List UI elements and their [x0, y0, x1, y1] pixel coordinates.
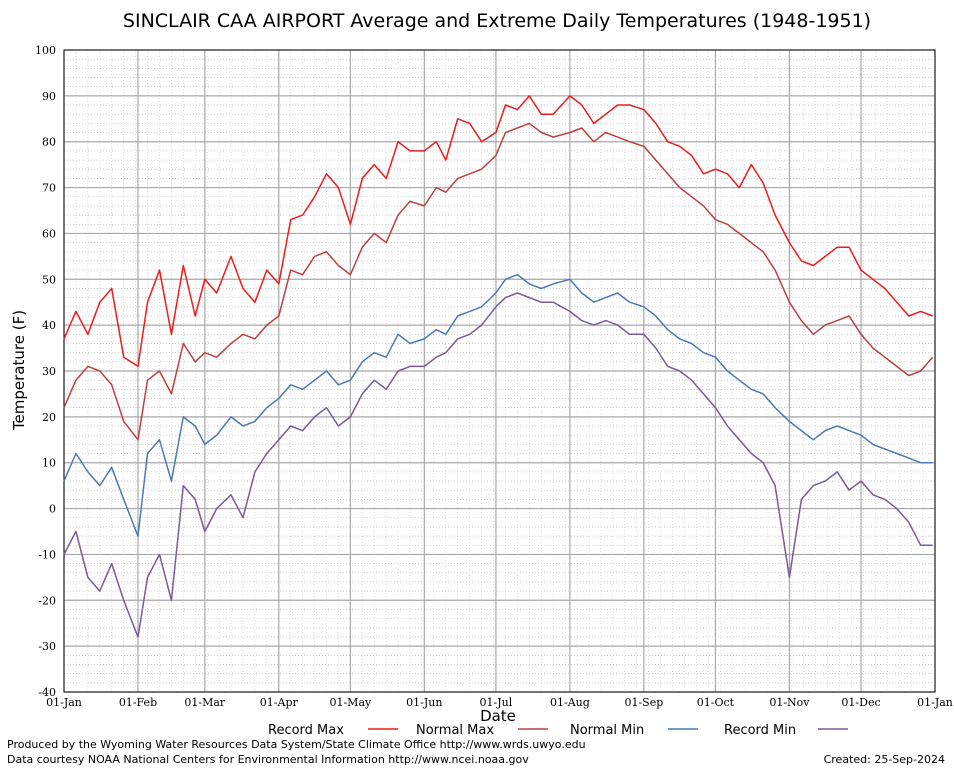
x-tick-label: 01-Jul [480, 696, 513, 709]
y-tick-label: 10 [42, 457, 56, 470]
y-tick-label: 100 [35, 44, 56, 57]
y-tick-label: -40 [38, 686, 56, 699]
legend-label-normal-max: Normal Max [416, 723, 494, 738]
x-tick-label: 01-Jan [917, 696, 953, 709]
x-tick-label: 01-Jun [406, 696, 442, 709]
plot-area: 1009080706050403020100-10-20-30-4001-Jan… [35, 44, 953, 709]
x-tick-label: 01-Dec [841, 696, 880, 709]
y-tick-label: 70 [42, 182, 56, 195]
series-line-record-min [63, 292, 933, 638]
legend-item-normal-max: Normal Max [416, 723, 548, 738]
legend-label-record-min: Record Min [724, 723, 796, 738]
plot-frame [63, 49, 936, 693]
y-tick-label: 0 [49, 503, 56, 516]
x-tick-label: 01-Aug [550, 696, 590, 709]
y-tick-label: 30 [42, 365, 56, 378]
series-line-normal-min [63, 273, 933, 537]
y-tick-label: 50 [42, 273, 56, 286]
legend-item-normal-min: Normal Min [570, 723, 698, 738]
x-axis-label: Date [480, 707, 516, 725]
series-line-record-max [63, 95, 933, 368]
series-line-normal-max [63, 122, 934, 441]
y-tick-label: -20 [38, 594, 56, 607]
x-tick-label: 01-Mar [184, 696, 226, 709]
y-tick-label: -30 [38, 640, 56, 653]
x-tick-label: 01-Feb [119, 696, 157, 709]
legend-item-record-max: Record Max [268, 723, 398, 738]
legend-item-record-min: Record Min [724, 723, 848, 738]
legend-label-record-max: Record Max [268, 723, 344, 738]
x-tick-label: 01-Nov [769, 696, 810, 709]
x-tick-label: 01-Sep [624, 696, 663, 709]
footer-produced-by: Produced by the Wyoming Water Resources … [7, 738, 586, 751]
chart-title: SINCLAIR CAA AIRPORT Average and Extreme… [123, 10, 871, 32]
footer-created-date: Created: 25-Sep-2024 [824, 753, 945, 766]
x-tick-label: 01-May [329, 696, 372, 709]
y-tick-label: 40 [42, 319, 56, 332]
y-tick-label: 20 [42, 411, 56, 424]
legend: Record Max Normal Max Normal Min Record … [268, 723, 848, 738]
footer-data-courtesy: Data courtesy NOAA National Centers for … [7, 753, 529, 766]
legend-label-normal-min: Normal Min [570, 723, 644, 738]
x-tick-label: 01-Apr [260, 696, 299, 709]
y-tick-label: 80 [42, 136, 56, 149]
y-tick-label: 60 [42, 227, 56, 240]
x-tick-label: 01-Jan [46, 696, 82, 709]
x-tick-label: 01-Oct [697, 696, 735, 709]
y-axis-label: Temperature (F) [10, 310, 28, 431]
y-tick-label: -10 [38, 548, 56, 561]
y-tick-label: 90 [42, 90, 56, 103]
